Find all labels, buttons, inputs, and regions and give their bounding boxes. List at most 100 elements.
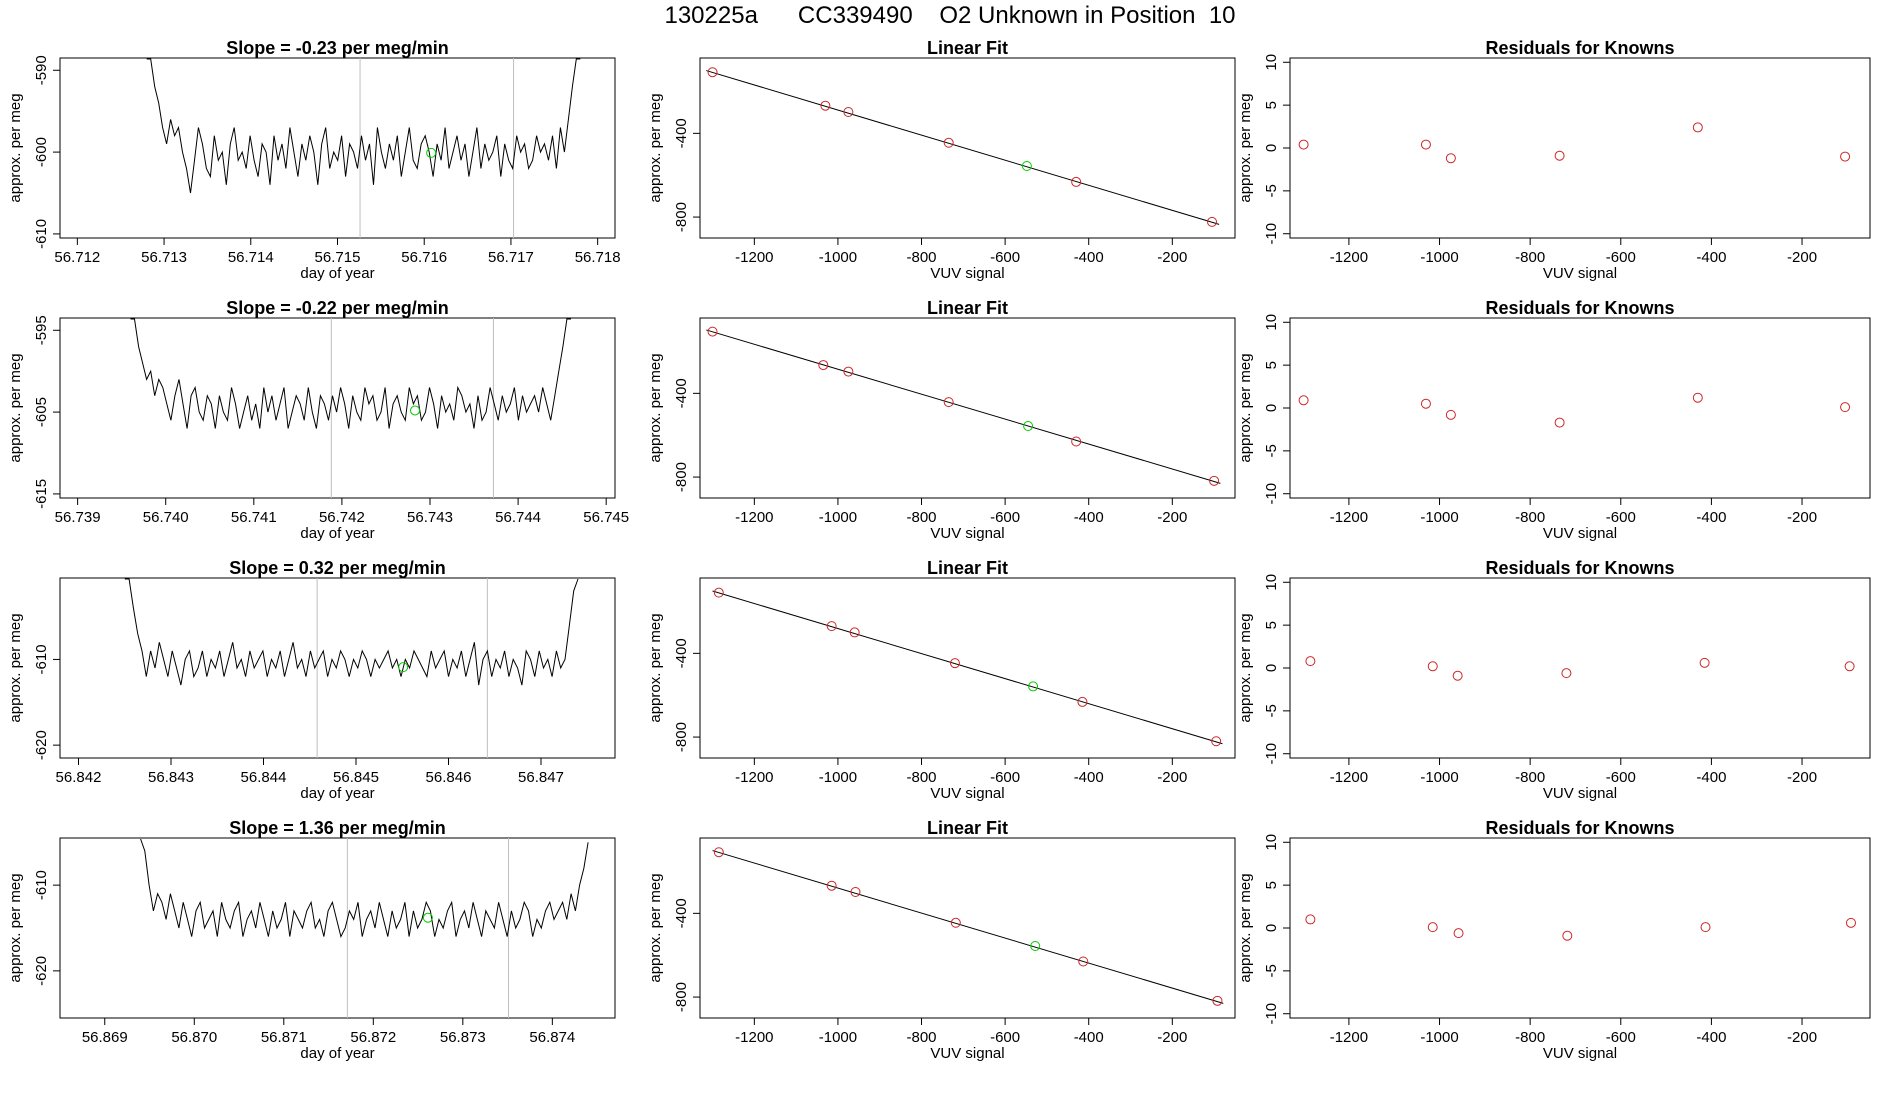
ts-1-xtick-label-3: 56.715 (315, 249, 361, 266)
ts-1-unknown-point (426, 147, 437, 158)
fit-1-known-point-5 (1071, 176, 1082, 187)
resid-4-point-2 (1453, 928, 1464, 939)
fit-4-title: Linear Fit (927, 818, 1008, 838)
resid-4-point-3 (1562, 930, 1573, 941)
ts-4-xtick-label-0: 56.869 (82, 1029, 128, 1046)
resid-4-frame (1289, 837, 1871, 1019)
ts-3-xtick-label-3: 56.845 (333, 769, 379, 786)
resid-2-ytick-label-0: 10 (1263, 314, 1280, 331)
ts-2-xtick-label-6: 56.745 (583, 509, 629, 526)
fit-2-xtick-label-3: -600 (990, 509, 1020, 526)
fit-3-title: Linear Fit (927, 558, 1008, 578)
fit-4-xtick-label-4: -400 (1074, 1029, 1104, 1046)
ts-2-ytick-label-2: -615 (33, 479, 50, 509)
fit-2-known-point-1 (818, 360, 829, 371)
fit-1-ytick-label-1: -800 (673, 202, 690, 232)
fit-2-ytick-label-0: -400 (673, 378, 690, 408)
fit-4-known-point-0 (713, 847, 724, 858)
resid-1-title: Residuals for Knowns (1485, 38, 1674, 58)
ts-1-xtick-label-2: 56.714 (228, 249, 274, 266)
resid-2-point-3 (1554, 417, 1565, 428)
ts-3-xtick-label-1: 56.843 (148, 769, 194, 786)
fit-4-xtick-label-5: -200 (1157, 1029, 1187, 1046)
fit-2-frame (699, 317, 1236, 499)
fit-3-regression-line (712, 590, 1223, 745)
fit-4-known-point-6 (1212, 995, 1223, 1006)
resid-3-xtick-label-4: -400 (1696, 769, 1726, 786)
fit-1-xtick-label-3: -600 (990, 249, 1020, 266)
resid-4-xtick-label-5: -200 (1787, 1029, 1817, 1046)
resid-1-point-4 (1692, 122, 1703, 133)
resid-1-xtick-label-2: -800 (1515, 249, 1545, 266)
fit-2-ytick-label-1: -800 (673, 462, 690, 492)
fit-1-title: Linear Fit (927, 38, 1008, 58)
ts-1-frame (59, 57, 616, 239)
fit-1-xtick-label-1: -1000 (819, 249, 857, 266)
fit-4-known-point-5 (1078, 956, 1089, 967)
resid-4-point-4 (1700, 922, 1711, 933)
resid-2-xtick-label-0: -1200 (1330, 509, 1368, 526)
ts-4-xtick-label-3: 56.872 (350, 1029, 396, 1046)
ts-2-xtick-label-1: 56.740 (143, 509, 189, 526)
ts-4-ylabel: approx. per meg (7, 873, 24, 982)
page-title: 130225a CC339490 O2 Unknown in Position … (664, 2, 1236, 29)
ts-2-ylabel: approx. per meg (7, 353, 24, 462)
resid-2-ytick-label-3: -5 (1263, 444, 1280, 457)
fit-3-known-point-2 (849, 627, 860, 638)
resid-1-xtick-label-5: -200 (1787, 249, 1817, 266)
resid-2-xtick-label-2: -800 (1515, 509, 1545, 526)
resid-1-ytick-label-2: 0 (1263, 144, 1280, 152)
fit-3-xtick-label-2: -800 (907, 769, 937, 786)
fit-1-known-point-3 (943, 137, 954, 148)
fit-2-xtick-label-1: -1000 (819, 509, 857, 526)
resid-2-xlabel: VUV signal (1543, 525, 1617, 542)
resid-1-xtick-label-1: -1000 (1420, 249, 1458, 266)
ts-3-ylabel: approx. per meg (7, 613, 24, 722)
resid-3-xtick-label-3: -600 (1606, 769, 1636, 786)
ts-2-ytick-label-0: -595 (33, 315, 50, 345)
resid-4-xtick-label-0: -1200 (1330, 1029, 1368, 1046)
fit-3-known-point-6 (1211, 736, 1222, 747)
fit-3-known-point-1 (826, 621, 837, 632)
fit-4-known-point-1 (826, 880, 837, 891)
fit-3-known-point-3 (949, 658, 960, 669)
resid-4-ytick-label-3: -5 (1263, 964, 1280, 977)
ts-1-ytick-label-1: -600 (33, 137, 50, 167)
resid-2-point-4 (1692, 392, 1703, 403)
fit-2-title: Linear Fit (927, 298, 1008, 318)
ts-2-xtick-label-0: 56.739 (55, 509, 101, 526)
fit-2-known-point-5 (1071, 436, 1082, 447)
resid-3-xtick-label-1: -1000 (1420, 769, 1458, 786)
resid-2-xtick-label-3: -600 (1606, 509, 1636, 526)
ts-4-xtick-label-4: 56.873 (440, 1029, 486, 1046)
resid-4-ytick-label-0: 10 (1263, 834, 1280, 851)
ts-4-series-line (140, 838, 589, 939)
fit-4-xtick-label-0: -1200 (735, 1029, 773, 1046)
resid-4-xtick-label-1: -1000 (1420, 1029, 1458, 1046)
resid-2-point-2 (1445, 409, 1456, 420)
ts-2-series-line (130, 318, 571, 429)
fit-1-frame (699, 57, 1236, 239)
fit-3-ylabel: approx. per meg (647, 613, 664, 722)
ts-1-xtick-label-5: 56.717 (488, 249, 534, 266)
ts-4-unknown-point (422, 912, 433, 923)
ts-2-frame (59, 317, 616, 499)
fit-4-xtick-label-3: -600 (990, 1029, 1020, 1046)
resid-1-ytick-label-1: 5 (1263, 101, 1280, 109)
fit-4-known-point-2 (850, 887, 861, 897)
resid-1-ytick-label-3: -5 (1263, 184, 1280, 197)
fit-1-xlabel: VUV signal (930, 265, 1004, 282)
fit-3-known-point-0 (713, 587, 724, 598)
fit-2-regression-line (706, 329, 1221, 484)
ts-2-xlabel: day of year (300, 525, 374, 542)
fit-2-xlabel: VUV signal (930, 525, 1004, 542)
fit-3-xtick-label-4: -400 (1074, 769, 1104, 786)
resid-3-xlabel: VUV signal (1543, 785, 1617, 802)
ts-3-frame (59, 577, 616, 759)
resid-1-xtick-label-0: -1200 (1330, 249, 1368, 266)
fit-4-xtick-label-2: -800 (907, 1029, 937, 1046)
resid-3-point-4 (1699, 657, 1710, 668)
fit-3-ytick-label-1: -800 (673, 722, 690, 752)
ts-1-xlabel: day of year (300, 265, 374, 282)
